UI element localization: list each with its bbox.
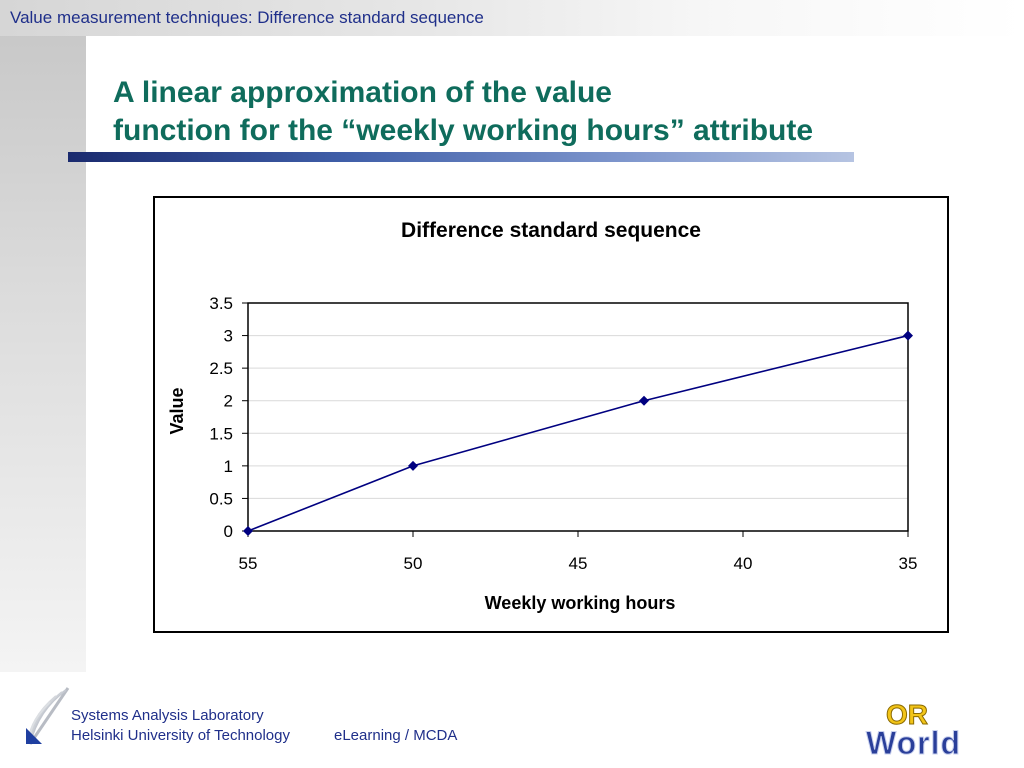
slide-title: A linear approximation of the value func… xyxy=(113,74,813,150)
footer-lab-line2: Helsinki University of Technology xyxy=(71,727,290,744)
or-world-logo: OR World xyxy=(864,696,1010,765)
data-point-marker xyxy=(639,395,649,406)
data-point-marker xyxy=(243,526,253,536)
y-tick-label: 0.5 xyxy=(209,489,233,508)
chart-frame: Difference standard sequence 0 0.5 1 1.5 2 2.5… xyxy=(153,196,949,633)
chart-title: Difference standard sequence xyxy=(401,219,701,242)
y-tick-label: 2 xyxy=(224,392,233,411)
data-point-marker xyxy=(408,460,418,471)
footer-lab-name: Systems Analysis Laboratory Helsinki Uni… xyxy=(71,706,290,746)
y-tick-label: 1.5 xyxy=(209,424,233,443)
slide-title-line2: function for the “weekly working hours” … xyxy=(113,114,814,147)
title-divider xyxy=(68,152,854,162)
y-tick-label: 0 xyxy=(224,522,233,541)
x-tick-label: 40 xyxy=(734,554,753,573)
footer-course: eLearning / MCDA xyxy=(334,727,458,744)
svg-text:OR: OR xyxy=(886,699,928,730)
chart-svg: Difference standard sequence 0 0.5 1 1.5 2 2.5… xyxy=(167,219,918,613)
y-tick-label: 3.5 xyxy=(209,294,233,313)
footer-lab-line1: Systems Analysis Laboratory xyxy=(71,707,264,724)
data-point-marker xyxy=(903,330,913,341)
lab-logo-icon xyxy=(24,686,70,751)
x-tick-label: 35 xyxy=(899,554,918,573)
header-title: Value measurement techniques: Difference… xyxy=(10,8,484,27)
x-tick-label: 50 xyxy=(404,554,423,573)
svg-text:World: World xyxy=(866,725,961,760)
slide-title-line1: A linear approximation of the value xyxy=(113,76,612,109)
left-decor-band xyxy=(0,0,86,672)
y-tick-label: 2.5 xyxy=(209,359,233,378)
x-tick-label: 55 xyxy=(239,554,258,573)
plot-area xyxy=(247,302,909,532)
x-axis-label: Weekly working hours xyxy=(485,593,676,613)
series-line xyxy=(247,334,909,532)
y-tick-label: 3 xyxy=(224,327,233,346)
y-tick-label: 1 xyxy=(224,457,233,476)
top-decor-band xyxy=(0,0,1024,36)
x-tick-label: 45 xyxy=(569,554,588,573)
y-axis-label: Value xyxy=(167,387,187,434)
